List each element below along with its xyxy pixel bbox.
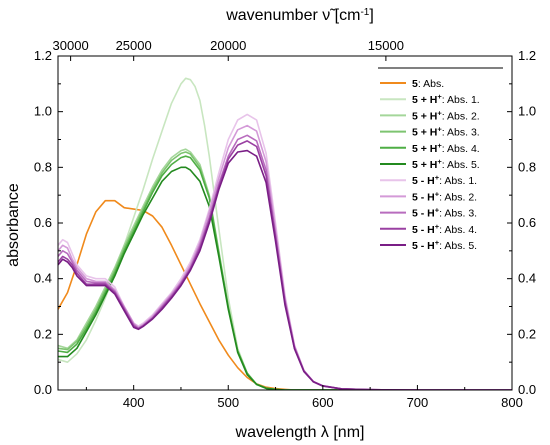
top-tick-label: 20000: [210, 38, 246, 53]
series-line-1: [58, 199, 512, 390]
series-line-4: [58, 151, 512, 390]
y-tick-label-right: 0.0: [518, 382, 536, 397]
y-tick-label-right: 0.6: [518, 215, 536, 230]
top-axis-title: wavenumber ν̃ [cm-1]: [225, 7, 374, 25]
y-tick-label-left: 0.2: [34, 326, 52, 341]
y-tick-label-left: 1.0: [34, 104, 52, 119]
y-tick-label-left: 0.8: [34, 159, 52, 174]
y-tick-label-left: 0.6: [34, 215, 52, 230]
x-tick-label: 600: [312, 395, 334, 410]
y-tick-label-left: 0.4: [34, 271, 52, 286]
legend-entry: 5 - H+: Abs. 3.: [412, 205, 477, 220]
series-line-9: [58, 134, 512, 390]
series-line-11: [58, 149, 512, 390]
legend-entry: 5 - H+: Abs. 1.: [412, 173, 477, 188]
y-tick-label-right: 0.4: [518, 271, 536, 286]
legend-entry: 5 + H+: Abs. 5.: [412, 157, 480, 172]
x-tick-label: 500: [217, 395, 239, 410]
legend: 5: Abs.5 + H+: Abs. 1.5 + H+: Abs. 2.5 +…: [378, 67, 503, 253]
x-tick-label: 800: [501, 395, 523, 410]
legend-entry: 5 + H+: Abs. 2.: [412, 108, 480, 123]
series-line-7: [58, 113, 512, 390]
y-tick-label-right: 1.0: [518, 104, 536, 119]
top-tick-label: 15000: [368, 38, 404, 53]
top-tick-label: 30000: [53, 38, 89, 53]
y-tick-label-left: 1.2: [34, 48, 52, 63]
top-axis-title-sup: -1: [360, 7, 369, 18]
x-axis-title: wavelength λ [nm]: [235, 424, 365, 441]
y-tick-label-right: 0.2: [518, 326, 536, 341]
y-axis-title: absorbance: [5, 183, 22, 267]
top-axis-title-end: ]: [369, 7, 373, 24]
y-tick-label-right: 1.2: [518, 48, 536, 63]
legend-entry: 5 + H+: Abs. 1.: [412, 92, 480, 107]
top-axis-title-main: wavenumber ν̃ [cm: [225, 7, 360, 24]
legend-entry: 5 + H+: Abs. 4.: [412, 140, 480, 155]
legend-entry: 5 - H+: Abs. 4.: [412, 221, 477, 236]
top-tick-label: 25000: [116, 38, 152, 53]
legend-entry: 5: Abs.: [412, 78, 444, 90]
x-tick-label: 700: [407, 395, 429, 410]
legend-entry: 5 - H+: Abs. 2.: [412, 189, 477, 204]
y-tick-label-left: 0.0: [34, 382, 52, 397]
x-tick-label: 400: [123, 395, 145, 410]
legend-entry: 5 - H+: Abs. 5.: [412, 238, 477, 253]
legend-entry: 5 + H+: Abs. 3.: [412, 124, 480, 139]
y-tick-label-right: 0.8: [518, 159, 536, 174]
